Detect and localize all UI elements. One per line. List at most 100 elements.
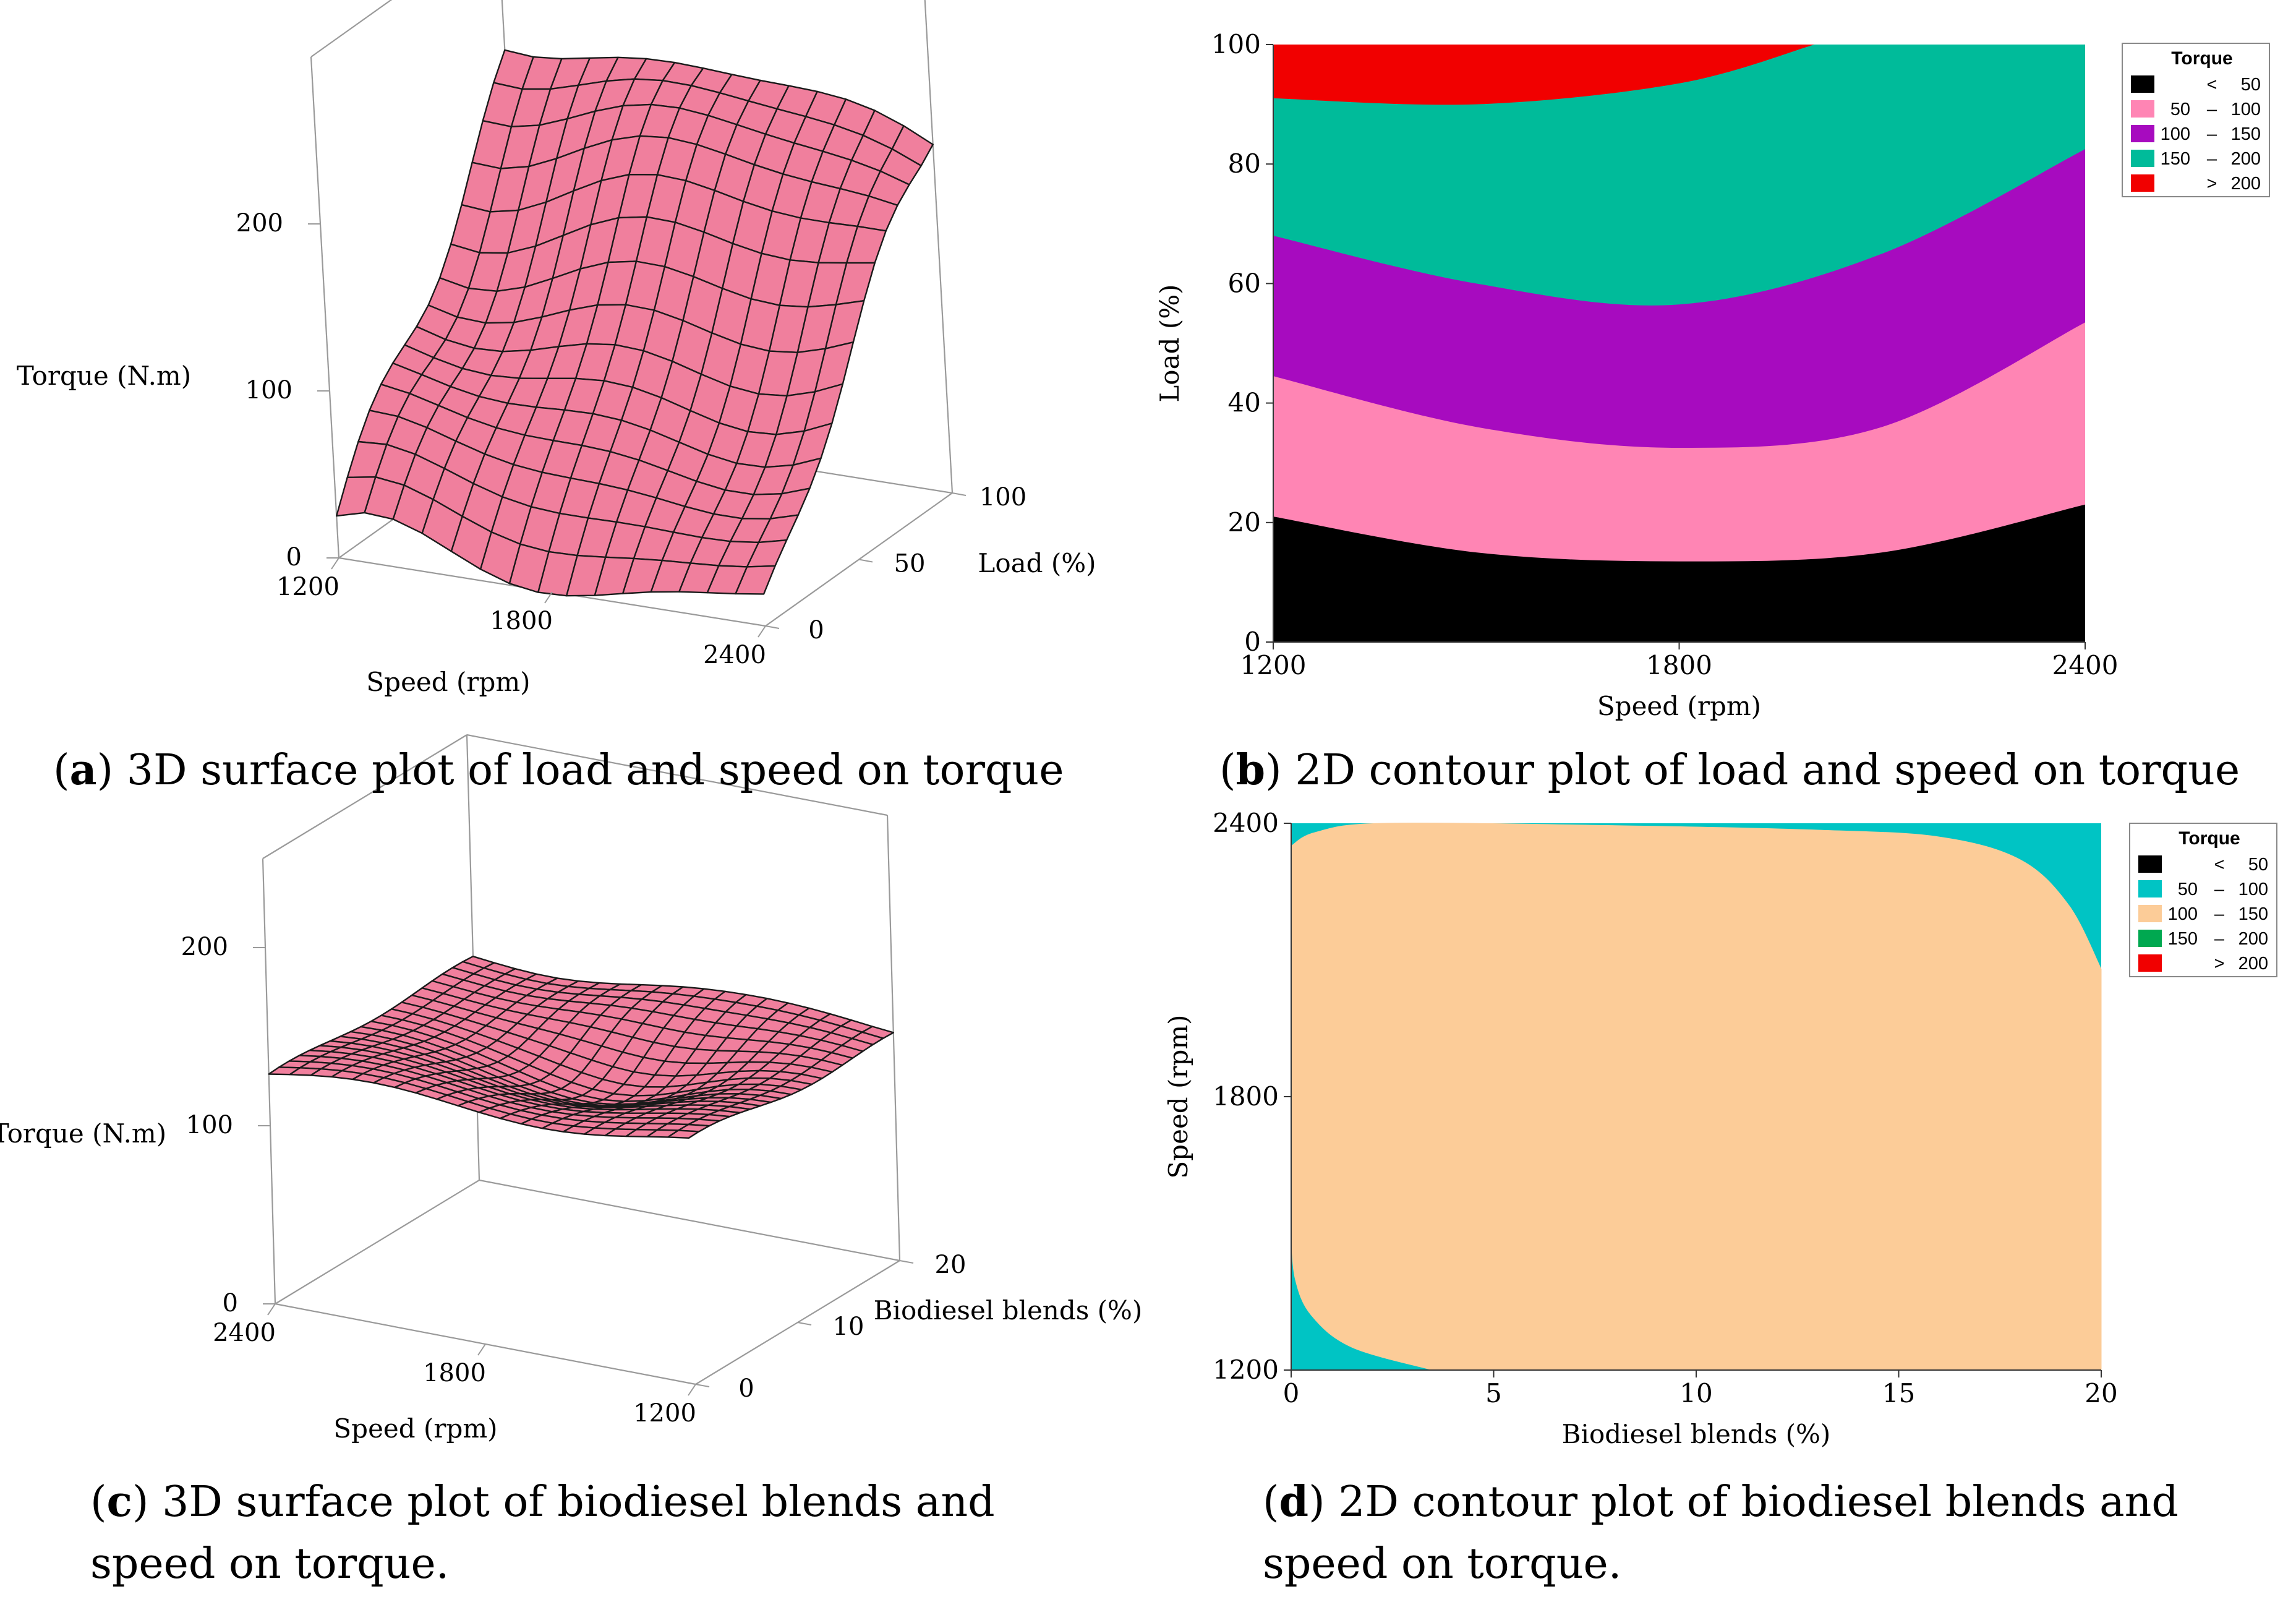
legend-lo: 100 (2161, 124, 2190, 144)
legend-hi: 150 (2231, 124, 2261, 144)
legend-swatch (2138, 930, 2162, 947)
y-tick-label: 100 (1211, 29, 1261, 59)
y-tick (695, 1384, 710, 1387)
x-tick-label: 1200 (633, 1399, 696, 1428)
y-axis-label: Speed (rpm) (1163, 1014, 1193, 1178)
legend-dash: – (2214, 880, 2225, 899)
box-vertical-front-left (262, 858, 276, 1304)
legend-hi: 50 (2248, 855, 2268, 875)
legend-dash: – (2214, 904, 2225, 924)
legend-lo: 100 (2168, 904, 2198, 924)
y-tick-label: 2400 (1213, 808, 1279, 838)
legend-op: < (2214, 855, 2225, 875)
y-tick (952, 492, 967, 496)
caption-c-letter: c (106, 1477, 132, 1527)
caption-b-letter: b (1235, 745, 1266, 795)
region-100-150 (1291, 823, 2102, 1371)
legend-swatch (2138, 855, 2162, 873)
x-axis-label: Biodiesel blends (%) (1562, 1419, 1831, 1449)
caption-d-text-line2: speed on torque. (1263, 1540, 1622, 1588)
box-top-back (466, 734, 888, 816)
legend-dash: – (2207, 100, 2217, 119)
x-axis-label: Speed (rpm) (1597, 691, 1761, 721)
legend-title: Torque (2179, 828, 2240, 849)
box-top-left (310, 0, 393, 58)
y-axis-label: Load (%) (978, 548, 1096, 578)
contour-regions (1291, 823, 2102, 1371)
caption-a: (a) 3D surface plot of load and speed on… (53, 745, 1064, 795)
legend-dash: – (2207, 149, 2217, 169)
y-tick-label: 20 (935, 1251, 967, 1279)
y-tick (797, 1322, 812, 1326)
caption-b: (b) 2D contour plot of load and speed on… (1219, 745, 2240, 795)
contour-regions (1273, 45, 2085, 643)
y-tick-label: 100 (979, 483, 1026, 512)
legend-dash: – (2214, 929, 2225, 949)
x-tick-label: 1800 (1646, 650, 1712, 680)
chart-c-3d-surface: 0 100 200 2400 1800 1200 0 10 20 Torque (N.m) Spee… (0, 734, 1143, 1444)
box-floor-left (275, 1180, 480, 1304)
x-tick (331, 557, 339, 570)
surface-cell (336, 476, 377, 517)
legend-hi: 50 (2241, 75, 2261, 95)
y-tick-label: 1800 (1213, 1081, 1279, 1112)
x-tick (477, 1343, 486, 1356)
y-axis-label: Biodiesel blends (%) (874, 1295, 1143, 1326)
y-tick (899, 1260, 914, 1264)
legend-swatch (2138, 880, 2162, 897)
y-tick-label: 0 (808, 616, 824, 645)
legend-lo: 50 (2178, 880, 2198, 899)
x-tick-label: 20 (2085, 1378, 2117, 1408)
y-tick-label: 0 (738, 1374, 754, 1403)
z-tick-label: 200 (236, 209, 283, 238)
caption-c-text-line2: speed on torque. (90, 1540, 450, 1588)
x-tick-label: 10 (1679, 1378, 1712, 1408)
z-tick-label: 100 (245, 376, 292, 405)
legend-hi: 100 (2238, 880, 2268, 899)
legend-op: < (2207, 75, 2217, 95)
chart-b-contour: 1200 1800 2400 0 20 40 60 80 100 Speed (rpm) Load … (1154, 29, 2270, 721)
box-vertical-back-right (924, 0, 954, 494)
caption-d: (d) 2D contour plot of biodiesel blends … (1263, 1477, 2179, 1588)
box-vertical-front-left (310, 56, 340, 559)
z-tick-label: 0 (223, 1289, 238, 1317)
legend-swatch (2138, 954, 2162, 972)
caption-d-letter: d (1279, 1477, 1309, 1527)
y-tick-label: 1200 (1213, 1355, 1279, 1385)
region-lt-50 (1273, 504, 2085, 642)
surface-mesh (268, 955, 895, 1139)
box-vertical-back-right (886, 815, 901, 1261)
legend-swatch (2131, 150, 2154, 167)
legend-op: > (2214, 954, 2225, 974)
x-tick-label: 2400 (2052, 650, 2119, 680)
y-tick (765, 625, 780, 629)
legend-lo: 50 (2170, 100, 2190, 119)
z-tick-label: 200 (181, 933, 228, 961)
y-tick-label: 40 (1228, 388, 1261, 418)
y-axis-label: Load (%) (1154, 284, 1185, 402)
x-tick (544, 591, 553, 604)
legend-lo: 150 (2161, 149, 2190, 169)
box-floor-back (479, 1179, 900, 1262)
chart-a-3d-surface: 0 100 200 1200 1800 2400 0 50 100 Torque (N.m) Spe… (17, 0, 1096, 697)
legend-lo: 150 (2168, 929, 2198, 949)
caption-c: (c) 3D surface plot of biodiesel blends … (90, 1477, 995, 1588)
caption-b-text: 2D contour plot of load and speed on tor… (1281, 746, 2240, 795)
caption-d-text-line1: 2D contour plot of biodiesel blends and (1325, 1478, 2179, 1527)
legend-swatch (2131, 75, 2154, 93)
caption-a-text: 3D surface plot of load and speed on tor… (113, 746, 1064, 795)
legend-swatch (2131, 125, 2154, 142)
legend-hi: 150 (2238, 904, 2268, 924)
x-axis-label: Speed (rpm) (366, 667, 530, 697)
y-tick-label: 10 (833, 1313, 864, 1341)
legend-swatch (2138, 905, 2162, 922)
caption-a-letter: a (69, 745, 97, 795)
legend-hi: 100 (2231, 100, 2261, 119)
y-tick-label: 0 (1244, 627, 1261, 657)
legend-box (2122, 43, 2270, 197)
x-tick-label: 2400 (703, 641, 766, 669)
x-tick (688, 1384, 696, 1396)
legend-op: > (2207, 174, 2217, 194)
y-tick-label: 20 (1228, 507, 1261, 538)
